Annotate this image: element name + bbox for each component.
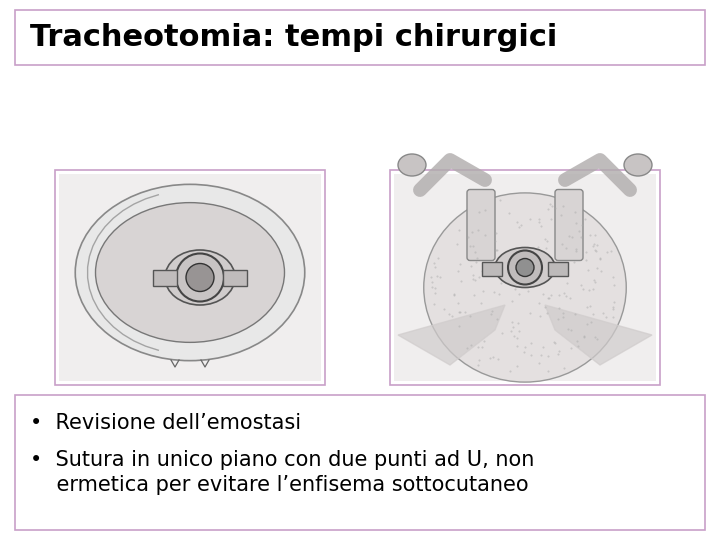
FancyBboxPatch shape <box>394 174 656 381</box>
Ellipse shape <box>96 202 284 342</box>
FancyBboxPatch shape <box>482 261 502 275</box>
Circle shape <box>186 264 214 292</box>
Ellipse shape <box>424 193 626 382</box>
Text: •  Revisione dell’emostasi: • Revisione dell’emostasi <box>30 413 301 433</box>
Text: Tracheotomia: tempi chirurgici: Tracheotomia: tempi chirurgici <box>30 23 557 52</box>
Ellipse shape <box>398 154 426 176</box>
FancyBboxPatch shape <box>223 269 247 286</box>
Ellipse shape <box>495 247 555 287</box>
FancyBboxPatch shape <box>15 10 705 65</box>
FancyBboxPatch shape <box>55 170 325 385</box>
FancyBboxPatch shape <box>467 190 495 260</box>
Polygon shape <box>545 305 652 365</box>
Polygon shape <box>398 305 505 365</box>
FancyBboxPatch shape <box>153 269 177 286</box>
Ellipse shape <box>624 154 652 176</box>
Ellipse shape <box>76 184 305 361</box>
FancyBboxPatch shape <box>548 261 568 275</box>
Circle shape <box>176 253 224 301</box>
Ellipse shape <box>165 250 235 305</box>
Circle shape <box>508 251 542 285</box>
Circle shape <box>516 259 534 276</box>
Text: ermetica per evitare l’enfisema sottocutaneo: ermetica per evitare l’enfisema sottocut… <box>30 475 528 495</box>
FancyBboxPatch shape <box>59 174 321 381</box>
Text: •  Sutura in unico piano con due punti ad U, non: • Sutura in unico piano con due punti ad… <box>30 450 534 470</box>
FancyBboxPatch shape <box>555 190 583 260</box>
FancyBboxPatch shape <box>390 170 660 385</box>
FancyBboxPatch shape <box>15 395 705 530</box>
